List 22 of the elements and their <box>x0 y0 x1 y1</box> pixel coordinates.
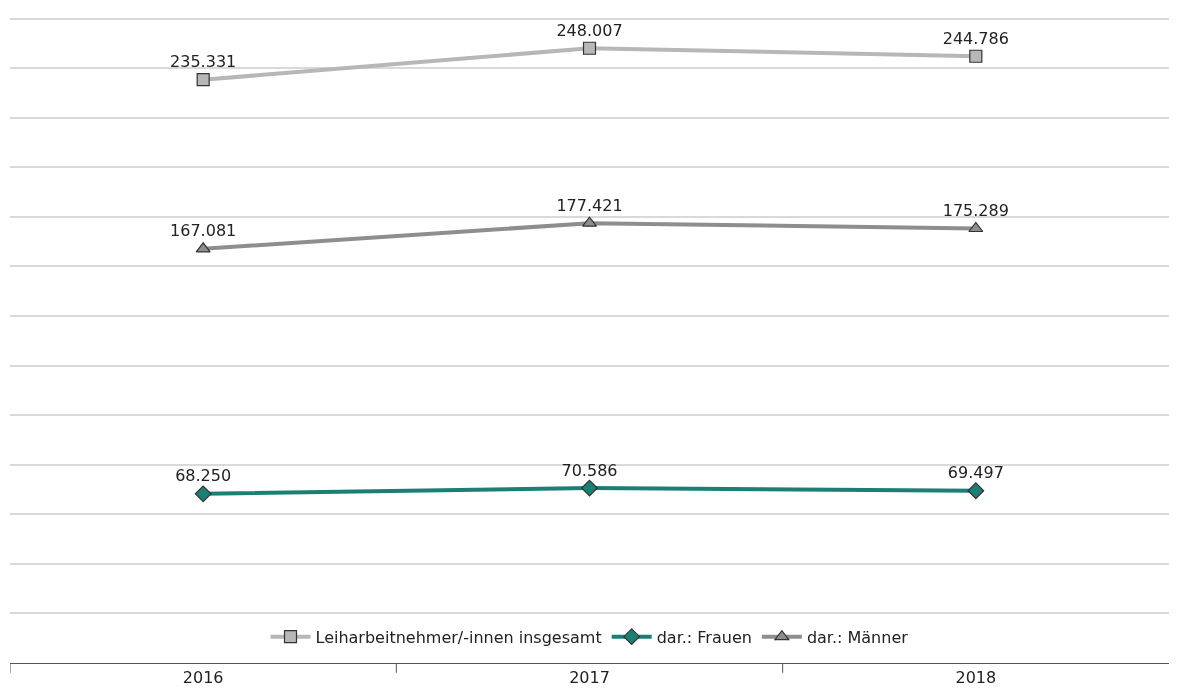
point <box>582 41 597 55</box>
point <box>968 221 984 233</box>
x-tick-label: 2016 <box>182 668 224 688</box>
legend-label: Leiharbeitnehmer/-innen insgesamt <box>315 627 602 647</box>
point <box>196 73 210 87</box>
legend-label: dar.: Männer <box>806 627 909 647</box>
data-label: 68.250 <box>175 466 232 486</box>
data-label: 235.331 <box>170 52 237 72</box>
point <box>581 479 598 497</box>
data-label: 248.007 <box>556 20 623 40</box>
data-label: 70.586 <box>561 460 618 480</box>
point <box>969 49 983 63</box>
x-tick-label: 2017 <box>569 668 610 688</box>
data-label: 177.421 <box>556 195 623 215</box>
point <box>967 482 985 500</box>
legend-label: dar.: Frauen <box>656 627 752 647</box>
data-label: 244.786 <box>942 28 1009 48</box>
point <box>194 485 212 503</box>
data-label: 69.497 <box>947 463 1004 483</box>
x-tick-label: 2018 <box>955 668 997 688</box>
data-label: 167.081 <box>170 221 237 241</box>
data-label: 175.289 <box>942 201 1009 220</box>
